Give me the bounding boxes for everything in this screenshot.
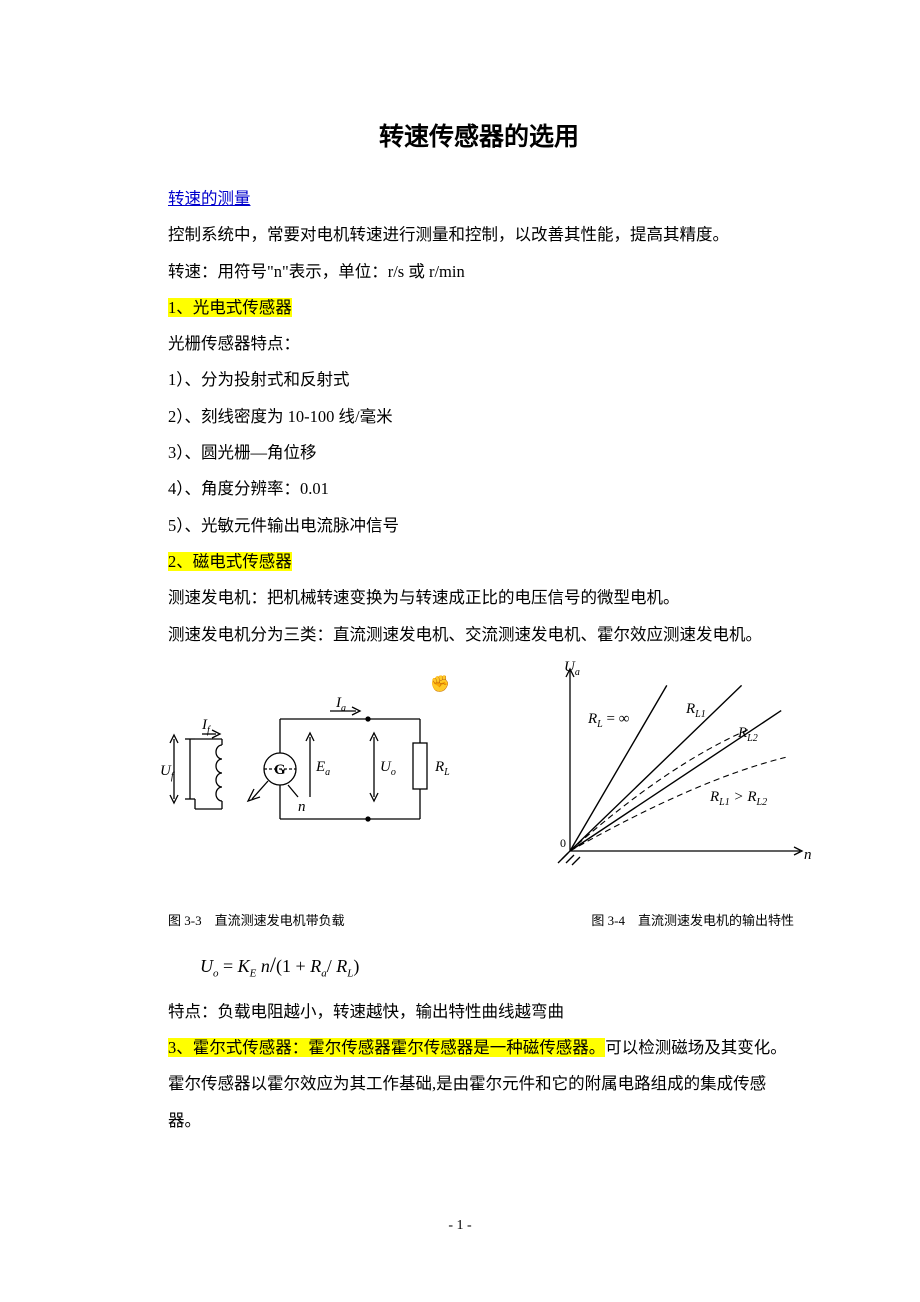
sec1-item-5: 5）、光敏元件输出电流脉冲信号 [168,508,790,544]
caption-3-4: 图 3-4 直流测速发电机的输出特性 [591,907,794,936]
sec2-p1: 测速发电机：把机械转速变换为与转速成正比的电压信号的微型电机。 [168,580,790,616]
caption-3-3: 图 3-3 直流测速发电机带负载 [168,907,345,936]
eq-eq: = [219,956,238,976]
svg-text:RL = ∞: RL = ∞ [587,711,629,730]
sec1-item-3: 3）、圆光栅—角位移 [168,435,790,471]
eq-Ra: R [310,956,321,976]
y-axis-sub: a [575,667,580,678]
feature-line: 特点：负载电阻越小，转速越快，输出特性曲线越弯曲 [168,994,790,1030]
origin-label: 0 [560,836,566,850]
section-3-heading: 3、霍尔式传感器：霍尔传感器霍尔传感器是一种磁传感器。可以检测磁场及其变化。 [168,1030,790,1066]
RLinf: R [587,711,597,727]
n-label: n [298,799,306,815]
eq-KE: K [238,956,250,976]
eq-Uo: U [200,956,213,976]
circuit-svg: Uf If G Ea Ia Uo RL n [160,679,460,859]
figure-row: ✊ [168,661,790,899]
hl-sec3: 3、霍尔式传感器：霍尔传感器霍尔传感器是一种磁传感器。 [168,1038,605,1057]
RL-sub: L [443,767,450,778]
x-axis-label: n [804,847,812,863]
eq-close: ) [353,956,359,976]
section-2-heading: 2、磁电式传感器 [168,544,790,580]
chart-svg: Ua n 0 RL = ∞ RL1 RL2 RL1 > RL2 [520,661,820,891]
Ia-sub: a [341,703,346,714]
sec1-item-4: 4）、角度分辨率：0.01 [168,471,790,507]
RL-label: R [434,759,444,775]
sec2-p2: 测速发电机分为三类：直流测速发电机、交流测速发电机、霍尔效应测速发电机。 [168,617,790,653]
svg-text:Uf: Uf [160,763,175,782]
grab-icon: ✊ [430,667,450,702]
hl-sec1: 1、光电式传感器 [168,298,292,317]
intro-line-1: 控制系统中，常要对电机转速进行测量和控制，以改善其性能，提高其精度。 [168,217,790,253]
sec1-sub: 光栅传感器特点： [168,326,790,362]
eq-n: n [256,956,270,976]
figure-captions: 图 3-3 直流测速发电机带负载 图 3-4 直流测速发电机的输出特性 [168,907,790,936]
RL2: R [737,725,747,741]
rel-gt: > R [730,789,757,805]
RL1: R [685,701,695,717]
Ea-label: E [315,759,325,775]
section-link[interactable]: 转速的测量 [168,181,790,217]
eq-slash: / [327,956,337,976]
page-number: - 1 - [0,1211,920,1242]
intro-line-2: 转速：用符号"n"表示，单位：r/s 或 r/min [168,254,790,290]
rel-sub1: L1 [718,797,730,808]
Uo-sub: o [391,767,396,778]
sec3-tail: 可以检测磁场及其变化。 [605,1038,787,1057]
RLinf-eq: = ∞ [603,711,630,727]
link-speed-measurement[interactable]: 转速的测量 [168,189,251,208]
svg-text:Uo: Uo [380,759,396,778]
svg-text:RL: RL [434,759,450,778]
figure-3-3: ✊ [160,661,460,899]
svg-text:If: If [201,717,211,736]
eq-open: (1 + [276,956,310,976]
svg-text:RL1: RL1 [685,701,706,720]
sec3-p2: 霍尔传感器以霍尔效应为其工作基础,是由霍尔元件和它的附属电路组成的集成传感器。 [168,1066,790,1139]
document-title: 转速传感器的选用 [168,110,790,165]
svg-text:Ea: Ea [315,759,330,778]
sec1-item-1: 1）、分为投射式和反射式 [168,362,790,398]
section-1-heading: 1、光电式传感器 [168,290,790,326]
rel-sub2: L2 [756,797,768,808]
eq-RL: R [336,956,347,976]
figure-3-4: Ua n 0 RL = ∞ RL1 RL2 RL1 > RL2 [520,661,820,891]
Ea-sub: a [325,767,330,778]
hl-sec2: 2、磁电式传感器 [168,552,292,571]
sec1-item-2: 2）、刻线密度为 10-100 线/毫米 [168,399,790,435]
page: 转速传感器的选用 转速的测量 控制系统中，常要对电机转速进行测量和控制，以改善其… [0,0,920,1302]
svg-text:RL1 > RL2: RL1 > RL2 [709,789,767,808]
RL2-sub: L2 [746,733,758,744]
rel-a: R [709,789,719,805]
equation: Uo = KE n/(1 + Ra/ RL) [200,941,790,989]
RL1-sub: L1 [694,709,706,720]
G-label: G [274,762,286,778]
